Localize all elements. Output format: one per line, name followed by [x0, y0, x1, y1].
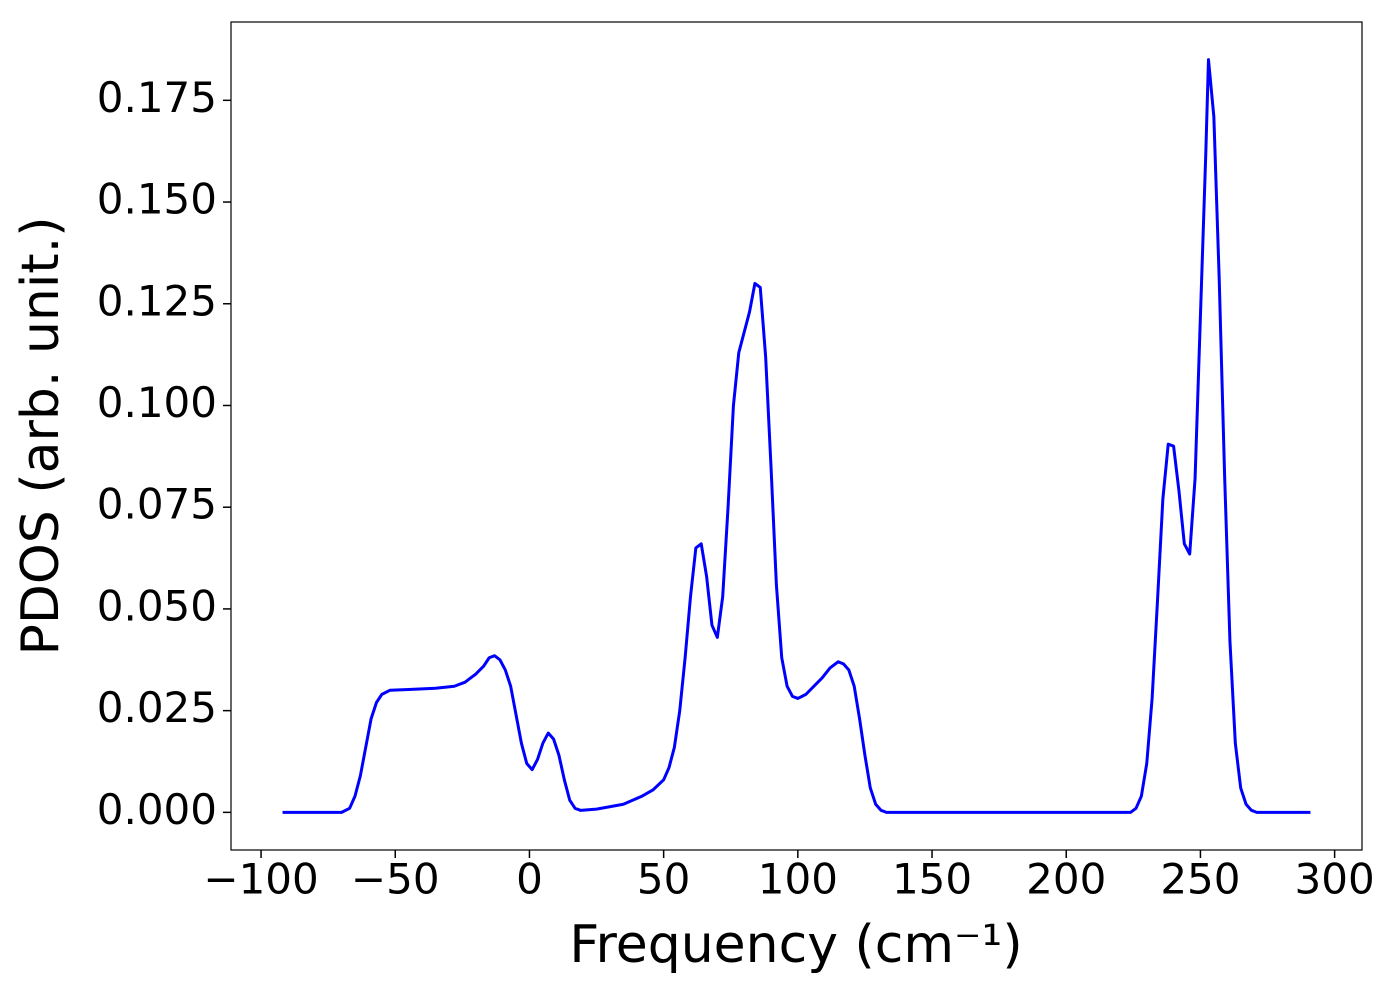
y-tick-label: 0.025 [97, 683, 217, 732]
x-tick-label: 300 [1295, 855, 1375, 904]
x-tick-label: −100 [203, 855, 318, 904]
y-tick-label: 0.100 [97, 378, 217, 427]
y-tick-label: 0.050 [97, 581, 217, 630]
y-tick-label: 0.125 [97, 276, 217, 325]
x-tick-label: 200 [1026, 855, 1106, 904]
x-tick-label: 0 [516, 855, 543, 904]
y-axis-label: PDOS (arb. unit.) [11, 216, 71, 655]
y-tick-label: 0.150 [97, 175, 217, 224]
y-tick-label: 0.000 [97, 785, 217, 834]
line [282, 58, 1311, 814]
y-tick-label: 0.175 [97, 73, 217, 122]
x-tick-label: −50 [351, 855, 440, 904]
x-tick-label: 250 [1160, 855, 1240, 904]
x-tick-label: 100 [758, 855, 838, 904]
x-tick-label: 50 [637, 855, 690, 904]
plot-frame [230, 21, 1363, 851]
y-tick-label: 0.075 [97, 480, 217, 529]
x-axis-label: Frequency (cm⁻¹) [569, 915, 1022, 975]
x-tick-label: 150 [892, 855, 972, 904]
